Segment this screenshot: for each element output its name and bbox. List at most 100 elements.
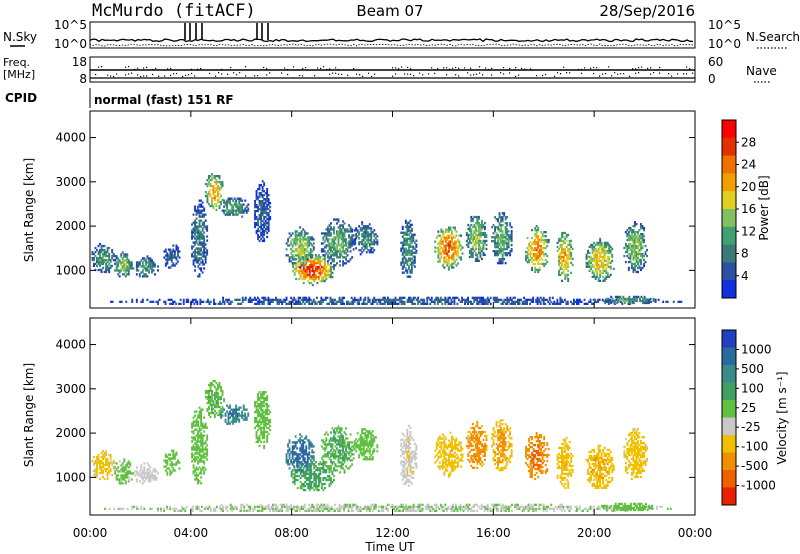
power-echo-cell <box>400 300 403 303</box>
power-echo-cell <box>373 239 376 242</box>
nave-dot <box>401 66 403 68</box>
power-echo-cell <box>225 298 227 301</box>
power-echo-cell <box>546 260 549 264</box>
velocity-echo-cell <box>143 472 146 475</box>
power-echo-cell <box>531 266 533 270</box>
power-echo-cell <box>495 226 498 229</box>
power-echo-cell <box>108 270 111 274</box>
power-echo-cell <box>294 244 297 247</box>
power-echo-cell <box>503 246 506 249</box>
velocity-echo-cell <box>269 428 272 432</box>
velocity-echo-cell <box>203 460 206 463</box>
power-echo-cell <box>206 179 209 182</box>
power-echo-cell <box>597 249 600 253</box>
power-echo-cell <box>455 258 458 261</box>
velocity-echo-cell <box>264 424 267 428</box>
power-echo-cell <box>310 277 313 281</box>
power-echo-cell <box>468 227 471 231</box>
power-echo-cell <box>662 300 665 303</box>
freq-dot <box>236 74 238 76</box>
power-echo-cell <box>308 265 311 269</box>
velocity-echo-cell <box>314 461 317 464</box>
power-echo-cell <box>525 250 527 254</box>
power-echo-cell <box>576 302 578 305</box>
velocity-echo-cell <box>269 424 272 428</box>
power-echo-cell <box>640 244 642 248</box>
power-echo-cell <box>290 242 293 245</box>
velocity-echo-cell <box>204 389 207 393</box>
power-echo-cell <box>641 227 644 230</box>
power-echo-cell <box>529 298 531 301</box>
power-echo-cell <box>198 213 201 216</box>
power-echo-cell <box>302 262 305 265</box>
power-echo-cell <box>299 246 302 249</box>
power-echo-cell <box>615 298 618 301</box>
power-echo-cell <box>288 260 291 263</box>
power-echo-cell <box>305 250 308 253</box>
nave-dot <box>197 68 199 70</box>
velocity-echo-cell <box>194 470 196 473</box>
velocity-echo-cell <box>220 386 222 389</box>
power-echo-cell <box>500 250 502 253</box>
power-echo-cell <box>352 240 355 243</box>
power-echo-cell <box>412 298 415 301</box>
power-echo-cell <box>238 211 241 214</box>
nave-dot <box>305 67 307 69</box>
power-echo-cell <box>109 260 112 264</box>
power-echo-cell <box>195 221 198 224</box>
power-echo-cell <box>482 241 485 245</box>
freq-dot <box>545 73 547 76</box>
freq-dot <box>410 73 412 75</box>
velocity-echo-cell <box>167 453 170 456</box>
velocity-echo-cell <box>145 478 147 481</box>
power-echo-cell <box>214 177 216 180</box>
power-echo-cell <box>195 239 198 242</box>
power-echo-cell <box>211 204 213 208</box>
power-echo-cell <box>343 228 346 231</box>
velocity-echo-cell <box>201 422 204 425</box>
power-echo-cell <box>305 269 308 273</box>
power-echo-cell <box>406 275 409 278</box>
power-echo-cell <box>404 269 407 272</box>
nave-dot <box>464 67 466 69</box>
nave-dot <box>170 67 172 70</box>
power-echo-cell <box>435 296 438 299</box>
power-echo-cell <box>457 248 459 251</box>
velocity-echo-cell <box>102 453 104 457</box>
power-echo-cell <box>594 263 597 266</box>
velocity-echo-cell <box>257 428 259 432</box>
power-echo-cell <box>421 302 424 305</box>
power-echo-cell <box>267 296 270 299</box>
power-echo-cell <box>362 243 365 246</box>
power-echo-cell <box>135 267 138 270</box>
power-echo-cell <box>559 267 562 270</box>
power-echo-cell <box>349 238 352 241</box>
power-echo-cell <box>214 194 216 198</box>
velocity-echo-cell <box>148 474 150 477</box>
power-echo-cell <box>486 300 489 303</box>
velocity-echo-cell <box>232 422 235 425</box>
nave-dot <box>578 68 580 71</box>
power-colorbar-swatch <box>722 191 736 210</box>
power-echo-cell <box>403 249 406 252</box>
power-echo-cell <box>170 254 173 257</box>
power-echo-cell <box>241 209 244 212</box>
velocity-echo-cell <box>261 432 264 436</box>
power-echo-cell <box>310 262 313 265</box>
power-echo-cell <box>266 196 269 199</box>
power-echo-cell <box>528 242 530 246</box>
velocity-echo-cell <box>310 471 313 474</box>
power-echo-cell <box>608 245 611 249</box>
power-echo-cell <box>457 254 459 257</box>
power-echo-cell <box>534 252 537 256</box>
power-echo-cell <box>535 231 538 234</box>
power-echo-cell <box>501 230 504 233</box>
velocity-echo-cell <box>192 438 195 441</box>
power-echo-cell <box>390 298 392 301</box>
power-echo-cell <box>337 244 340 247</box>
power-echo-cell <box>504 252 507 255</box>
freq-dot <box>635 72 637 74</box>
power-echo-cell <box>333 244 335 247</box>
power-echo-cell <box>394 300 397 303</box>
velocity-echo-cell <box>111 461 114 465</box>
